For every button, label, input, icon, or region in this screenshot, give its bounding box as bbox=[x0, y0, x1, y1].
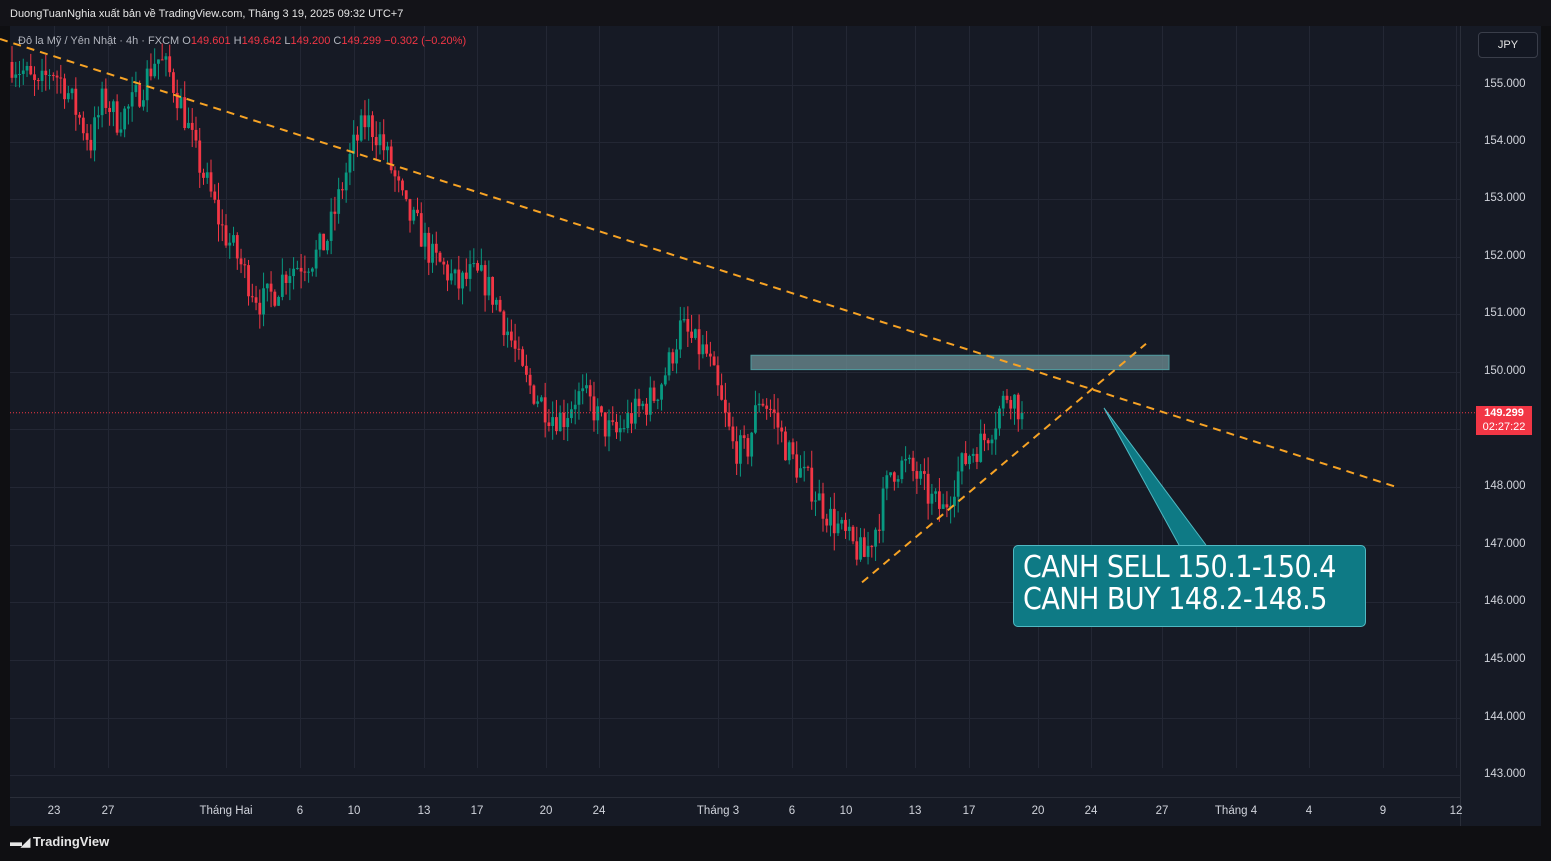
x-tick-label: 10 bbox=[347, 805, 361, 817]
grid-line bbox=[846, 26, 847, 768]
grid-line bbox=[10, 775, 1460, 776]
x-tick-label: Tháng 3 bbox=[696, 805, 740, 817]
y-tick-label: 146.000 bbox=[1484, 595, 1526, 607]
grid-line bbox=[718, 26, 719, 768]
grid-line bbox=[108, 26, 109, 768]
grid-line bbox=[546, 26, 547, 768]
grid-line bbox=[10, 487, 1460, 488]
callout-sell-line: CANH SELL 150.1-150.4 bbox=[1023, 550, 1336, 585]
x-tick-label: 23 bbox=[47, 805, 61, 817]
grid-line bbox=[424, 26, 425, 768]
x-tick-label: 20 bbox=[1031, 805, 1045, 817]
close-value: 149.299 bbox=[341, 35, 382, 47]
grid-line bbox=[1383, 26, 1384, 768]
grid-line bbox=[1456, 26, 1457, 768]
grid-line bbox=[54, 26, 55, 768]
y-tick-label: 153.000 bbox=[1484, 192, 1526, 204]
callout-buy-line: CANH BUY 148.2-148.5 bbox=[1023, 582, 1327, 617]
time-axis-border bbox=[10, 797, 1460, 798]
x-tick-label: 10 bbox=[839, 805, 853, 817]
open-value: 149.601 bbox=[190, 35, 231, 47]
close-label: C bbox=[333, 35, 342, 47]
grid-line bbox=[300, 26, 301, 768]
y-tick-label: 145.000 bbox=[1484, 653, 1526, 665]
grid-line bbox=[10, 314, 1460, 315]
x-tick-label: 9 bbox=[1379, 805, 1387, 817]
tv-logo-icon: ▬◢ bbox=[10, 835, 30, 849]
x-tick-label: 24 bbox=[592, 805, 606, 817]
grid-line bbox=[1091, 26, 1092, 768]
y-tick-label: 147.000 bbox=[1484, 538, 1526, 550]
grid-line bbox=[915, 26, 916, 768]
grid-line bbox=[1162, 26, 1163, 768]
grid-line bbox=[599, 26, 600, 768]
open-label: O bbox=[182, 35, 191, 47]
grid-line bbox=[477, 26, 478, 768]
grid-line bbox=[1038, 26, 1039, 768]
grid-line bbox=[10, 142, 1460, 143]
grid-line bbox=[354, 26, 355, 768]
grid-line bbox=[10, 85, 1460, 86]
high-value: 149.642 bbox=[241, 35, 282, 47]
x-tick-label: 17 bbox=[470, 805, 484, 817]
grid-line bbox=[10, 257, 1460, 258]
low-label: L bbox=[284, 35, 291, 47]
publisher-line: DuongTuanNghia xuất bản về TradingView.c… bbox=[10, 8, 404, 20]
tradingview-logo[interactable]: ▬◢ TradingView bbox=[10, 834, 109, 849]
y-tick-label: 155.000 bbox=[1484, 78, 1526, 90]
last-price-value: 149.299 bbox=[1484, 407, 1524, 419]
x-tick-label: 17 bbox=[962, 805, 976, 817]
grid-line bbox=[792, 26, 793, 768]
y-tick-label: 154.000 bbox=[1484, 135, 1526, 147]
grid-line bbox=[10, 199, 1460, 200]
grid-line bbox=[10, 602, 1460, 603]
x-tick-label: 13 bbox=[417, 805, 431, 817]
y-tick-label: 150.000 bbox=[1484, 365, 1526, 377]
x-tick-label: 20 bbox=[539, 805, 553, 817]
grid-line bbox=[10, 545, 1460, 546]
change-value: −0.302 (−0.20%) bbox=[384, 35, 467, 47]
grid-line bbox=[226, 26, 227, 768]
x-tick-label: 6 bbox=[788, 805, 796, 817]
grid-line bbox=[10, 372, 1460, 373]
top-bar: DuongTuanNghia xuất bản về TradingView.c… bbox=[0, 0, 1551, 26]
ohlc-legend: Đô la Mỹ / Yên Nhật · 4h · FXCM O149.601… bbox=[18, 35, 466, 47]
symbol-title: Đô la Mỹ / Yên Nhật · 4h · FXCM bbox=[18, 35, 180, 47]
grid-line bbox=[10, 660, 1460, 661]
tv-logo-text: TradingView bbox=[32, 834, 110, 849]
y-tick-label: 151.000 bbox=[1484, 307, 1526, 319]
x-tick-label: 27 bbox=[1155, 805, 1169, 817]
x-tick-label: 12 bbox=[1449, 805, 1463, 817]
x-tick-label: Tháng 4 bbox=[1214, 805, 1258, 817]
chart-pane[interactable] bbox=[10, 26, 1541, 826]
low-value: 149.200 bbox=[290, 35, 331, 47]
y-tick-label: 143.000 bbox=[1484, 768, 1526, 780]
y-tick-label: 152.000 bbox=[1484, 250, 1526, 262]
grid-line bbox=[10, 429, 1460, 430]
x-tick-label: 4 bbox=[1305, 805, 1313, 817]
bar-countdown: 02:27:22 bbox=[1482, 421, 1526, 433]
x-tick-label: 27 bbox=[101, 805, 115, 817]
last-price-tag: 149.299 02:27:22 bbox=[1476, 406, 1532, 435]
trade-callout[interactable]: CANH SELL 150.1-150.4 CANH BUY 148.2-148… bbox=[1013, 545, 1366, 627]
x-tick-label: 13 bbox=[908, 805, 922, 817]
price-axis-border bbox=[1460, 26, 1461, 826]
x-tick-label: Tháng Hai bbox=[199, 805, 253, 817]
grid-line bbox=[1309, 26, 1310, 768]
x-tick-label: 6 bbox=[296, 805, 304, 817]
grid-line bbox=[10, 718, 1460, 719]
currency-button[interactable]: JPY bbox=[1478, 32, 1538, 58]
high-label: H bbox=[233, 35, 242, 47]
grid-line bbox=[969, 26, 970, 768]
grid-line bbox=[1236, 26, 1237, 768]
y-tick-label: 144.000 bbox=[1484, 711, 1526, 723]
x-tick-label: 24 bbox=[1084, 805, 1098, 817]
y-tick-label: 148.000 bbox=[1484, 480, 1526, 492]
